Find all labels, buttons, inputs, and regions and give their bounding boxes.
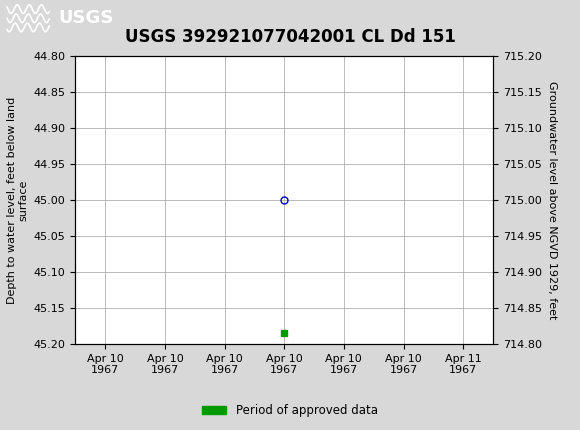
Y-axis label: Depth to water level, feet below land
surface: Depth to water level, feet below land su…: [6, 96, 28, 304]
Y-axis label: Groundwater level above NGVD 1929, feet: Groundwater level above NGVD 1929, feet: [548, 81, 557, 319]
Legend: Period of approved data: Period of approved data: [198, 399, 382, 422]
Text: USGS: USGS: [58, 9, 113, 27]
Text: USGS 392921077042001 CL Dd 151: USGS 392921077042001 CL Dd 151: [125, 28, 455, 46]
